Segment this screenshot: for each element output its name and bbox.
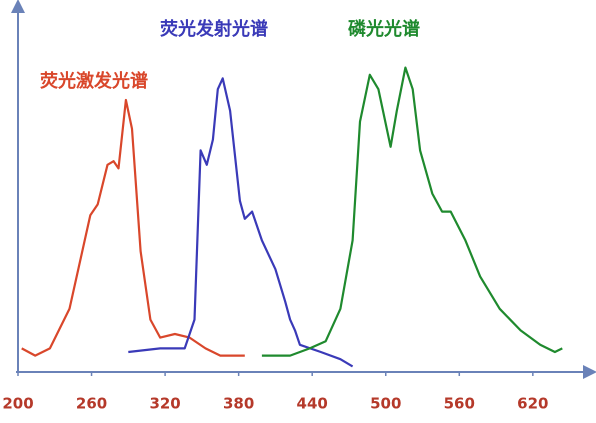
- series-line: [21, 98, 245, 357]
- x-tick-label: 560: [444, 395, 475, 413]
- series-label: 荧光发射光谱: [160, 18, 268, 40]
- x-tick-label: 260: [76, 395, 107, 413]
- x-tick-label: 200: [2, 395, 33, 413]
- series-label: 磷光光谱: [348, 18, 420, 40]
- series-line: [261, 66, 563, 357]
- x-tick-label: 380: [223, 395, 254, 413]
- x-tick-label: 440: [297, 395, 328, 413]
- series-line: [128, 77, 354, 368]
- series-label: 荧光激发光谱: [40, 70, 148, 92]
- x-tick-label: 500: [370, 395, 401, 413]
- x-tick-label: 320: [149, 395, 180, 413]
- x-tick-label: 620: [517, 395, 548, 413]
